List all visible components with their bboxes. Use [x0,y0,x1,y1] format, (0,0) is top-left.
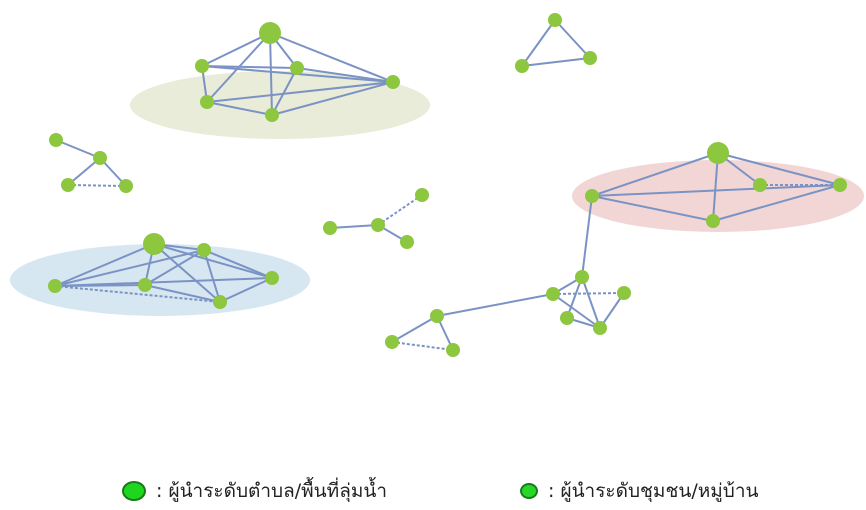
member-node [265,108,279,122]
edge [54,243,155,287]
legend-label-large: : ผู้นำระดับตำบล/พื้นที่ลุ่มน้ำ [156,480,388,502]
edge [712,152,719,222]
member-node [119,179,133,193]
member-node [371,218,385,232]
edge [581,276,601,329]
member-node [48,279,62,293]
member-node [415,188,429,202]
edge [153,243,273,279]
member-node [585,189,599,203]
member-node [49,133,63,147]
member-node [515,59,529,73]
dashed-edge [391,341,454,351]
edge [206,101,273,116]
edge [581,195,593,278]
legend: : ผู้นำระดับตำบล/พื้นที่ลุ่มน้ำ : ผู้นำร… [0,476,866,506]
edge [144,284,221,303]
edge [591,195,714,222]
edge [271,81,394,116]
edge [269,32,273,116]
edge [55,139,101,159]
member-node [195,59,209,73]
member-node [753,178,767,192]
edge [717,152,841,186]
member-node [446,343,460,357]
edge [329,224,379,229]
edge [712,184,841,222]
leader-node [259,22,281,44]
member-node [617,286,631,300]
member-node [833,178,847,192]
member-node [546,287,560,301]
edge [203,249,273,279]
member-node [548,13,562,27]
member-node [560,311,574,325]
member-node [197,243,211,257]
edge [206,81,394,103]
member-node [430,309,444,323]
edge [219,277,273,303]
large-green-node-icon [122,481,146,501]
edge [521,57,591,67]
member-node [61,178,75,192]
member-node [583,51,597,65]
member-node [385,335,399,349]
edge [201,32,271,67]
edge [591,152,719,197]
edge [269,32,394,83]
edge [54,277,273,287]
member-node [323,221,337,235]
legend-item-leader-community: : ผู้นำระดับชุมชน/หมู่บ้าน [520,476,759,506]
edge [153,243,221,303]
edge [521,19,556,67]
member-node [593,321,607,335]
member-node [386,75,400,89]
edge [144,249,205,286]
member-node [200,95,214,109]
edge [591,184,841,197]
network-diagram [10,13,864,357]
member-node [265,271,279,285]
legend-item-leader-subdistrict: : ผู้นำระดับตำบล/พื้นที่ลุ่มน้ำ [122,476,387,506]
member-node [706,214,720,228]
edge [271,67,298,116]
member-node [138,278,152,292]
leader-node [707,142,729,164]
member-node [290,61,304,75]
member-node [400,235,414,249]
member-node [93,151,107,165]
dashed-edge [377,194,423,226]
dashed-edge [67,184,127,187]
member-node [213,295,227,309]
small-green-node-icon [520,483,538,499]
edge [566,276,583,319]
edge [599,292,625,329]
member-node [575,270,589,284]
edge [436,293,554,317]
legend-label-small: : ผู้นำระดับชุมชน/หมู่บ้าน [548,480,759,502]
leader-node [143,233,165,255]
edge [552,293,601,329]
dashed-edge [552,292,625,295]
edge [54,249,205,287]
edge [203,249,221,303]
network-nodes [48,13,847,357]
edge [391,315,438,343]
edge [554,19,591,59]
edge [296,67,394,83]
dashed-edge [54,285,221,303]
